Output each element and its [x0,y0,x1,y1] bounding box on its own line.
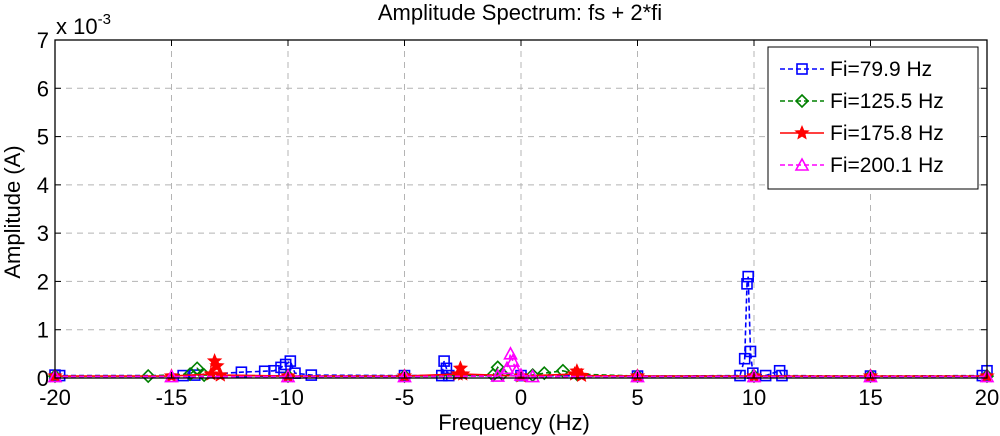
data-point [744,345,757,358]
data-point [440,362,453,375]
data-point [47,368,63,383]
data-point [742,270,754,283]
data-point [438,355,450,367]
data-point [499,360,515,375]
data-point [525,368,540,383]
series-line [55,350,987,378]
x-tick-label: -15 [156,385,188,410]
y-tick-label: 4 [37,173,49,198]
x-axis-label: Frequency (Hz) [438,410,590,435]
x-tick-label: -20 [39,385,71,410]
data-point [513,367,529,381]
y-multiplier-label: x 10-3 [56,11,111,39]
data-point [537,366,552,381]
data-point [630,368,645,383]
data-point [738,352,751,365]
data-point [284,355,297,367]
legend: Fi=79.9 Hz Fi=125.5 Hz Fi=175.8 Hz Fi=200.1… [767,46,979,190]
legend-marker [794,124,810,140]
data-point [209,357,225,373]
x-tick-label: 5 [631,385,643,410]
y-tick-label: 7 [37,28,49,53]
data-point [280,368,296,383]
legend-marker [794,93,810,109]
grid-lines [55,40,987,378]
x-tick-label: 15 [858,385,882,410]
y-tick-label: 6 [37,76,49,101]
legend-label: Fi=125.5 Hz [830,90,944,113]
legend-entry: Fi=79.9 Hz [780,58,932,81]
y-tick-label: 2 [37,269,49,294]
axis-ticks: -20 -15 -10 -5 0 5 10 15 20 0 1 2 3 4 5 6 7 [37,28,999,410]
data-point [141,368,156,384]
legend-marker [796,63,808,75]
legend-marker [794,157,810,171]
y-tick-label: 5 [37,125,49,150]
legend-label: Fi=79.9 Hz [830,58,932,81]
x-tick-label: -10 [272,385,304,410]
legend-entry: Fi=125.5 Hz [780,90,944,113]
y-tick-label: 0 [37,366,49,391]
data-point [741,278,753,290]
data-point [508,363,524,377]
data-point [555,363,571,378]
legend-box [767,46,979,190]
legend-entry: Fi=175.8 Hz [780,122,944,145]
data-point [490,368,506,382]
x-tick-label: 20 [975,385,999,410]
x-tick-label: 10 [742,385,766,410]
legend-label: Fi=175.8 Hz [830,122,944,145]
data-point [397,368,412,383]
data-point [305,369,318,381]
legend-label: Fi=200.1 Hz [830,154,944,177]
x-tick-label: -5 [395,385,415,410]
y-axis-label: Amplitude (A) [0,145,25,278]
y-tick-label: 1 [37,318,49,343]
legend-entry: Fi=200.1 Hz [780,154,944,177]
data-point [164,368,179,383]
y-tick-label: 3 [37,221,49,246]
data-point [863,368,878,383]
data-point [505,353,521,367]
data-point [746,368,762,383]
x-tick-label: 0 [515,385,527,410]
chart-title: Amplitude Spectrum: fs + 2*fi [378,0,662,25]
data-point [979,368,995,383]
series-4 [47,346,995,383]
